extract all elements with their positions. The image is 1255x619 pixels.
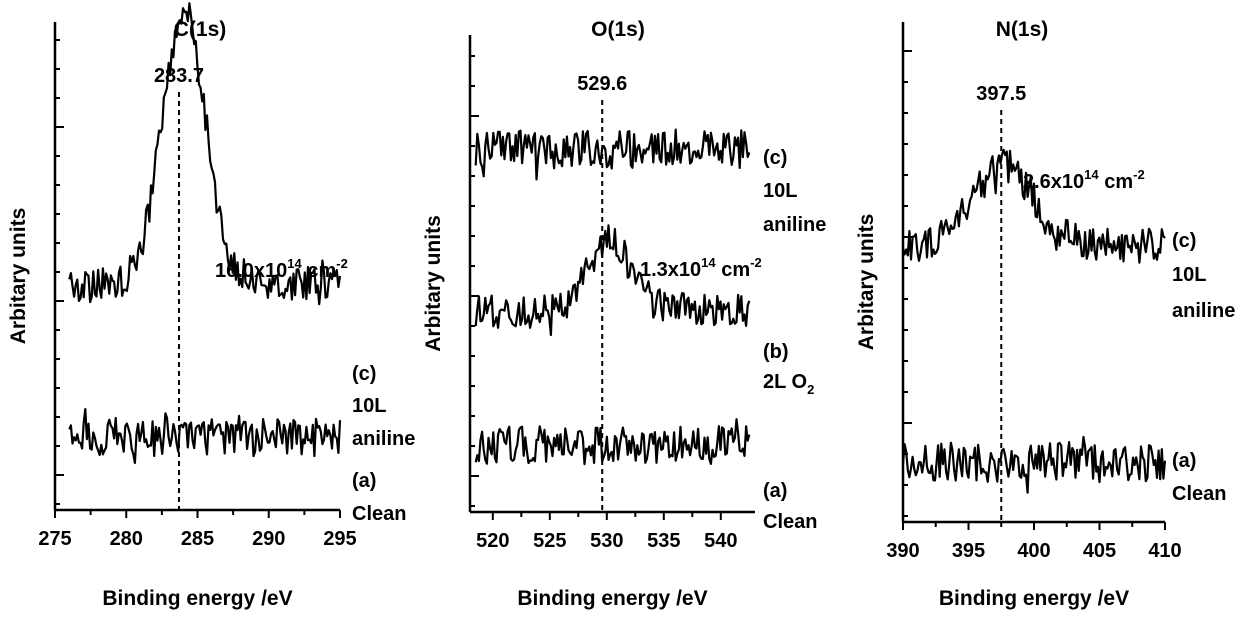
x-tick-label: 520	[476, 530, 509, 552]
spectrum-trace	[474, 128, 751, 181]
trace-label: (a)	[1172, 450, 1196, 472]
panel-c1s: 275 280 285 290 295 C(1s) Binding energy /eV Ar…	[7, 2, 415, 610]
trace-label: (c)	[1172, 230, 1196, 252]
trace-label: Clean	[352, 503, 406, 525]
coverage-annotation: 1.3x1014 cm-2	[640, 255, 762, 281]
x-tick-label: 530	[590, 530, 623, 552]
trace-label: aniline	[763, 214, 826, 236]
panel-title: N(1s)	[996, 18, 1049, 41]
coverage-annotation: 2.6x1014 cm-2	[1023, 167, 1145, 193]
x-tick-label: 390	[886, 540, 919, 562]
trace-label: (a)	[352, 470, 376, 492]
trace-label: aniline	[352, 428, 415, 450]
spectrum-trace	[474, 418, 751, 466]
spectrum-trace	[474, 224, 751, 337]
spectrum-trace	[901, 148, 1166, 264]
x-tick-label: 405	[1083, 540, 1116, 562]
x-tick-label: 400	[1017, 540, 1050, 562]
trace-label: 10L	[763, 180, 797, 202]
trace-label: (a)	[763, 480, 787, 502]
spectrum-trace	[68, 2, 342, 306]
x-tick-label: 285	[181, 528, 214, 550]
y-axis-title: Arbitary units	[7, 208, 30, 345]
trace-label: Clean	[1172, 483, 1226, 505]
y-axis-title: Arbitary units	[422, 215, 445, 352]
trace-label: 10L	[352, 395, 386, 417]
peak-label: 529.6	[577, 73, 627, 95]
panel-n1s: 390 395 400 405 410 N(1s) Binding energy /eV Ar…	[855, 18, 1235, 610]
trace-label: aniline	[1172, 300, 1235, 322]
x-tick-label: 280	[110, 528, 143, 550]
trace-label: 10L	[1172, 264, 1206, 286]
x-tick-label: 535	[647, 530, 680, 552]
x-tick-label: 295	[323, 528, 356, 550]
x-axis-title: Binding energy /eV	[517, 587, 707, 610]
y-axis-title: Arbitary units	[855, 214, 878, 351]
x-tick-label: 525	[533, 530, 566, 552]
x-tick-label: 275	[38, 528, 71, 550]
spectrum-trace	[68, 408, 342, 464]
x-tick-label: 290	[252, 528, 285, 550]
peak-label: 283.7	[154, 65, 204, 87]
trace-label: (c)	[352, 363, 376, 385]
x-axis-title: Binding energy /eV	[102, 587, 292, 610]
panel-title: O(1s)	[591, 18, 645, 41]
x-tick-label: 410	[1148, 540, 1181, 562]
panel-title: C(1s)	[174, 18, 227, 41]
trace-label: 2L O2	[763, 371, 814, 397]
trace-label: Clean	[763, 511, 817, 533]
trace-label: (c)	[763, 147, 787, 169]
x-tick-label: 395	[952, 540, 985, 562]
peak-label: 397.5	[976, 83, 1026, 105]
x-axis-title: Binding energy /eV	[939, 587, 1129, 610]
spectrum-trace	[901, 435, 1167, 494]
panel-o1s: 520 525 530 535 540 O(1s) Binding energy /eV Ar…	[422, 18, 826, 610]
x-tick-label: 540	[704, 530, 737, 552]
trace-label: (b)	[763, 341, 789, 363]
